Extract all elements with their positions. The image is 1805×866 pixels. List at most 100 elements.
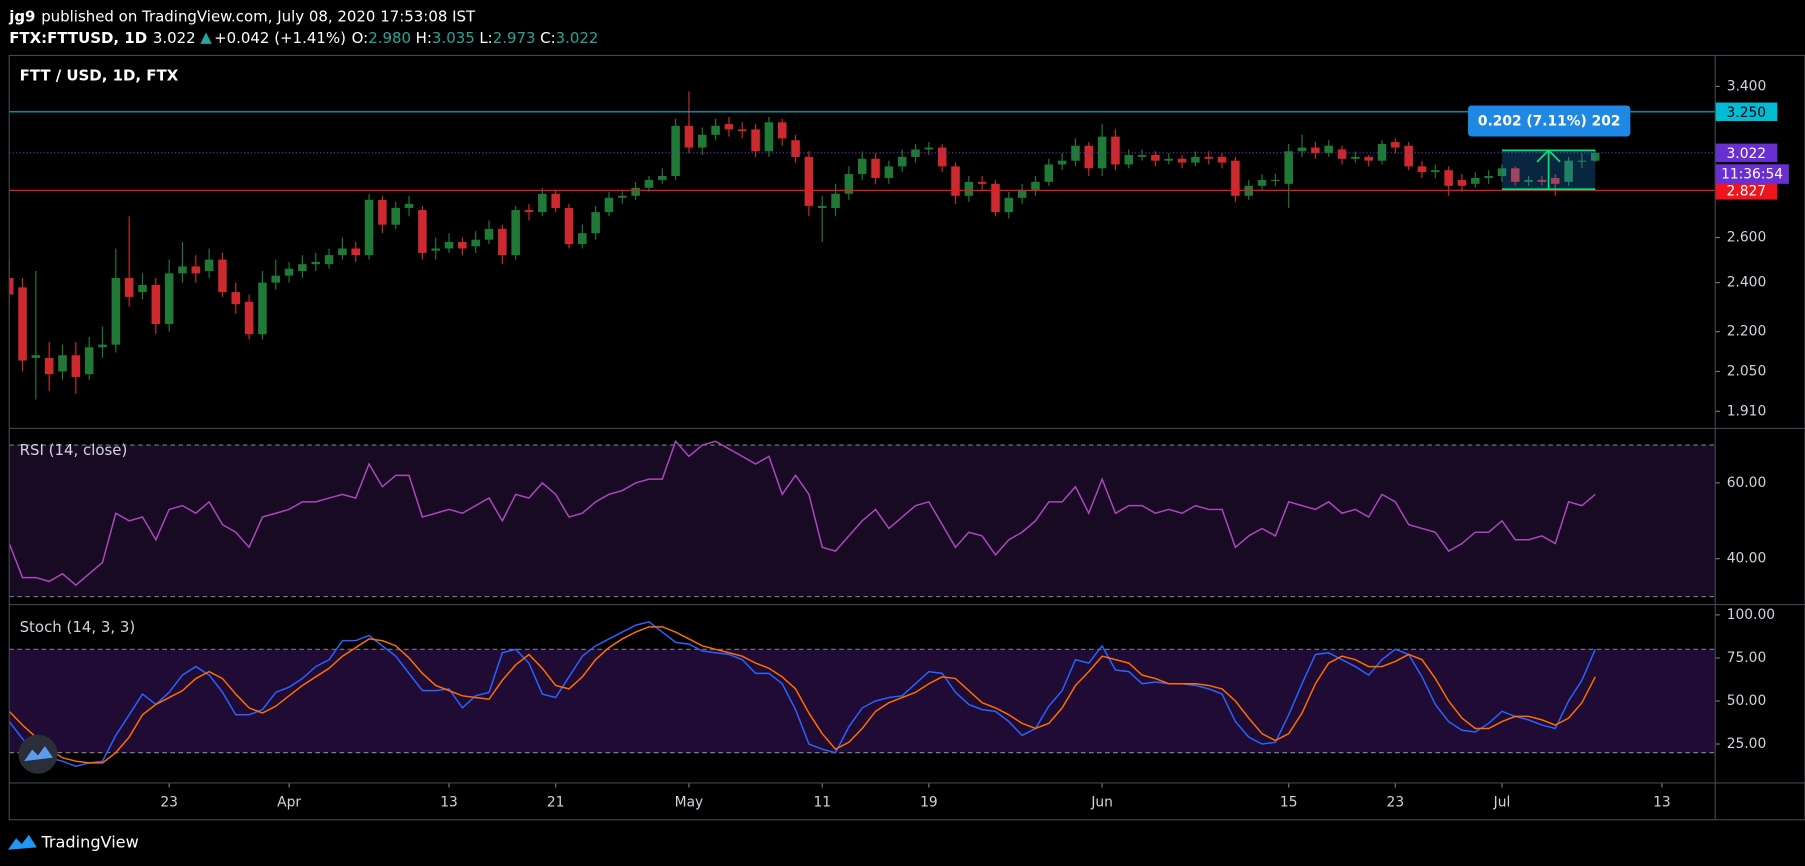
candle-body: [1364, 156, 1373, 161]
header-line-1: jg9 published on TradingView.com, July 08…: [8, 7, 476, 25]
candle-body: [1151, 155, 1160, 161]
candle-body: [164, 273, 174, 325]
candle-body: [1511, 168, 1520, 182]
candle-body: [1164, 158, 1174, 161]
candle-body: [391, 207, 400, 225]
candle-body: [1324, 145, 1333, 154]
candle-body: [1484, 176, 1493, 178]
candle-body: [1551, 177, 1560, 184]
watermark-logo: [18, 734, 58, 774]
logo-shape: [24, 746, 53, 762]
symbol: FTX:FTTUSD, 1D: [9, 29, 147, 47]
indicator-line: [9, 626, 1596, 764]
candle-body: [1271, 179, 1280, 182]
candle-body: [124, 277, 134, 297]
y-tick-label: 100.00: [1727, 607, 1775, 623]
l: 2.973: [493, 29, 536, 47]
candle-body: [817, 205, 827, 208]
h-label: H:: [416, 29, 432, 47]
o-label: O:: [352, 29, 369, 47]
candle-body: [658, 176, 667, 180]
candle-body: [884, 166, 894, 178]
candle-body: [1297, 147, 1307, 152]
candle-body: [1137, 155, 1147, 157]
candle-body: [244, 301, 254, 335]
last-price-box: [1715, 143, 1778, 162]
candle-body: [138, 284, 147, 293]
candle-body: [538, 193, 547, 213]
footer-brand: TradingView: [40, 832, 138, 851]
candle-body: [1004, 197, 1014, 213]
candle-body: [324, 255, 334, 265]
x-tick-label: 13: [1653, 795, 1671, 811]
candle-body: [284, 268, 294, 276]
rsi-title: RSI (14, close): [20, 441, 128, 459]
price-label-box: [1715, 181, 1778, 200]
candle-body: [1337, 149, 1347, 159]
candle-body: [1044, 164, 1054, 182]
candle-body: [631, 187, 640, 196]
l-label: L:: [479, 29, 492, 47]
candle-body: [897, 156, 907, 167]
x-tick-label: May: [675, 795, 704, 811]
candle-body: [551, 193, 560, 208]
x-tick-label: 15: [1280, 795, 1298, 811]
candle-body: [231, 292, 241, 305]
y-tick-label: 2.200: [1727, 324, 1767, 340]
candle-body: [564, 207, 574, 245]
candle-body: [1351, 156, 1360, 159]
price-pane: 3.250 2.827 3.022 11:36:54 0.202 (7.11%) 202…: [9, 78, 1789, 419]
candle-body: [471, 239, 480, 247]
candle-body: [311, 261, 321, 265]
candle-body: [578, 233, 587, 245]
x-tick-label: 11: [813, 795, 831, 811]
candle-body: [1404, 145, 1413, 167]
candle-body: [418, 210, 427, 253]
candle-body: [364, 199, 374, 256]
candle-body: [804, 156, 814, 206]
candle-body: [591, 212, 600, 234]
y-tick-label: 2.050: [1727, 363, 1767, 379]
candle-body: [111, 277, 121, 345]
y-tick-label: 3.400: [1727, 78, 1767, 94]
price-label: 3.250: [1727, 105, 1767, 121]
last-price-label: 3.022: [1727, 146, 1767, 162]
candle-body: [1017, 189, 1027, 198]
x-tick-label: 21: [547, 795, 565, 811]
candle-body: [191, 266, 201, 274]
candle-body: [698, 134, 707, 148]
candle-body: [1031, 181, 1040, 190]
candle-body: [271, 275, 281, 283]
candle-body: [1191, 156, 1200, 163]
y-tick-label: 50.00: [1727, 693, 1767, 709]
price-label: 2.827: [1727, 184, 1767, 200]
x-tick-label: 23: [1387, 795, 1405, 811]
lines: [9, 439, 1596, 587]
candle-body: [1084, 145, 1094, 169]
candle-body: [604, 197, 614, 213]
candle-body: [511, 210, 520, 256]
stoch-pane: 100.00 75.00 50.00 25.00 23 Apr 13 21 May 11 19 Jun…: [9, 607, 1775, 811]
measure-label: 0.202 (7.11%) 202: [1478, 114, 1621, 130]
x-tick-label: Jul: [1493, 795, 1511, 811]
candle-body: [964, 181, 974, 196]
candle-body: [951, 166, 960, 196]
candle-body: [1257, 179, 1267, 186]
candle-body: [1057, 160, 1067, 165]
last: 3.022: [153, 29, 196, 47]
candle-body: [524, 210, 534, 213]
x-tick-label: 23: [160, 795, 178, 811]
candle-body: [937, 147, 947, 167]
x-tick-label: 13: [440, 795, 458, 811]
x-tick-label: 19: [920, 795, 938, 811]
candle-body: [737, 129, 747, 132]
stoch-title: Stoch (14, 3, 3): [20, 618, 136, 636]
candle-body: [351, 248, 361, 256]
header-line-2: FTX:FTTUSD, 1D 3.022 +0.042 (+1.41%) O:2.98…: [9, 29, 598, 47]
x-tick-label: Jun: [1090, 795, 1113, 811]
candle-body: [1457, 179, 1467, 186]
footer-logo: [8, 834, 37, 850]
candle-body: [711, 125, 720, 135]
y-tick-label: 60.00: [1727, 475, 1767, 491]
band-fill: [9, 649, 1716, 753]
